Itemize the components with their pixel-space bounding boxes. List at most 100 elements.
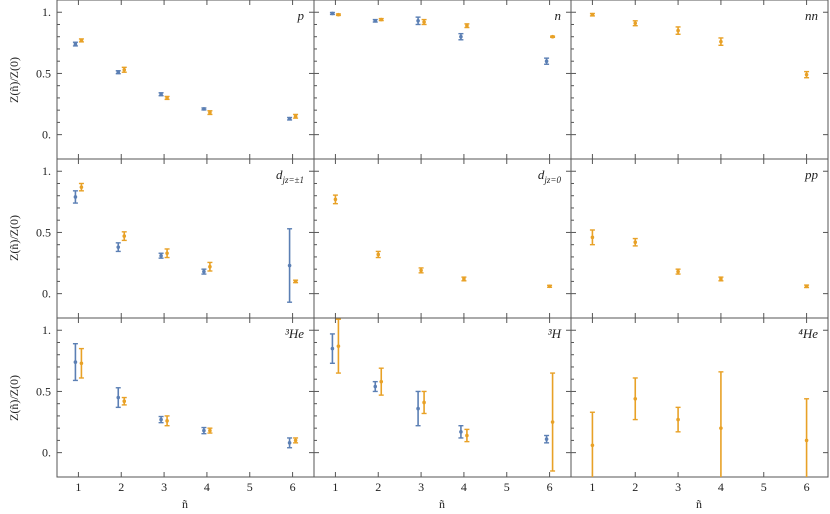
data-point-blue	[158, 415, 164, 424]
x-tick-label: 1	[75, 480, 81, 494]
data-point-orange	[464, 428, 470, 443]
data-point-orange	[632, 377, 638, 421]
ylabel-row-1: Z(ñ)/Z(0)	[7, 57, 21, 103]
xlabel-col-3: ñ	[696, 497, 702, 511]
panel-1: 0. 0.5 1. p	[36, 0, 315, 160]
panel-grid: 0.0.51. p n nn0.0.51. djz=±1 djz=0 pp0.0.51.1 2…	[36, 0, 829, 494]
axis-labels: Z(ñ)/Z(0) Z(ñ)/Z(0) Z(ñ)/Z(0) ñ ñ ñ	[7, 57, 702, 511]
data-point-orange	[378, 17, 384, 22]
panel-2: n	[313, 0, 572, 160]
panel-label: p	[297, 8, 305, 23]
series-group	[329, 318, 556, 472]
data-point-orange	[78, 182, 84, 192]
panel-label: ³H	[548, 326, 562, 341]
y-tick-label: 0.	[42, 128, 51, 142]
data-point-orange	[589, 229, 595, 246]
panel-9: 1 2 3 4 5 6 ⁴He	[570, 317, 829, 494]
data-point-blue	[415, 16, 421, 26]
data-point-orange	[632, 237, 638, 247]
data-point-blue	[329, 11, 335, 16]
xlabel-col-1: ñ	[182, 497, 188, 511]
data-point-blue	[72, 343, 78, 382]
ylabel-row-2: Z(ñ)/Z(0)	[7, 215, 21, 261]
panel-label: djz=0	[538, 167, 562, 185]
panel-7: 0. 0.5 1. 1 2 3 4 5 6 ³He	[36, 317, 315, 494]
panel-frame	[56, 158, 315, 319]
data-point-blue	[287, 437, 293, 449]
x-tick-label: 6	[804, 480, 810, 494]
panel-frame	[313, 0, 572, 160]
data-point-orange	[550, 34, 556, 39]
data-point-orange	[804, 284, 810, 289]
panel-8: 1 2 3 4 5 6 ³H	[313, 317, 572, 494]
panel-frame	[570, 158, 829, 319]
data-point-orange	[293, 437, 299, 444]
data-point-orange	[375, 250, 381, 259]
data-point-orange	[207, 261, 213, 272]
data-point-orange	[675, 268, 681, 275]
panel-label: ³He	[285, 326, 304, 341]
data-point-blue	[415, 390, 421, 427]
data-point-blue	[329, 333, 335, 364]
series-group	[332, 194, 553, 289]
series-group	[589, 229, 810, 289]
ylabel-row-3: Z(ñ)/Z(0)	[7, 375, 21, 421]
data-point-blue	[458, 32, 464, 41]
panel-frame	[313, 158, 572, 319]
y-tick-label: 1.	[42, 323, 51, 337]
y-tick-label: 0.5	[36, 66, 51, 80]
x-tick-label: 5	[504, 480, 510, 494]
series-group	[329, 11, 556, 65]
data-point-blue	[158, 252, 164, 259]
data-point-blue	[287, 116, 293, 121]
data-point-blue	[201, 268, 207, 275]
data-point-orange	[332, 194, 338, 205]
y-tick-label: 0.	[42, 287, 51, 301]
panel-5: djz=0	[313, 158, 572, 319]
data-point-blue	[115, 70, 121, 75]
data-point-orange	[164, 415, 170, 427]
series-group	[72, 182, 299, 303]
data-point-blue	[372, 18, 378, 23]
panel-4: 0. 0.5 1. djz=±1	[36, 158, 315, 319]
panel-label: nn	[805, 8, 818, 23]
data-point-orange	[121, 396, 127, 406]
panel-6: pp	[570, 158, 829, 319]
data-point-blue	[372, 380, 378, 393]
data-point-orange	[207, 110, 213, 116]
data-point-orange	[718, 276, 724, 282]
y-tick-label: 1.	[42, 5, 51, 19]
panel-frame	[56, 317, 315, 478]
x-tick-label: 2	[118, 480, 124, 494]
data-point-orange	[207, 427, 213, 434]
x-tick-label: 5	[761, 480, 767, 494]
data-point-orange	[718, 37, 724, 46]
data-point-blue	[158, 92, 164, 97]
data-point-orange	[293, 113, 299, 119]
panel-frame	[570, 317, 829, 478]
series-group	[589, 371, 810, 477]
data-point-orange	[378, 367, 384, 396]
data-point-orange	[164, 95, 170, 101]
y-tick-label: 1.	[42, 164, 51, 178]
data-point-blue	[201, 426, 207, 435]
data-point-blue	[201, 107, 207, 111]
data-point-blue	[72, 41, 78, 47]
data-point-orange	[632, 20, 638, 27]
x-tick-label: 3	[161, 480, 167, 494]
data-point-orange	[589, 12, 595, 17]
data-point-blue	[544, 434, 550, 444]
panel-label: djz=±1	[276, 167, 304, 185]
panel-frame	[313, 317, 572, 478]
data-point-blue	[287, 228, 293, 303]
panel-frame	[56, 0, 315, 160]
x-tick-label: 4	[204, 480, 210, 494]
data-point-blue	[544, 57, 550, 65]
data-point-orange	[718, 371, 724, 477]
data-point-orange	[335, 318, 341, 374]
x-tick-label: 1	[589, 480, 595, 494]
x-tick-label: 6	[547, 480, 553, 494]
xlabel-col-2: ñ	[439, 497, 445, 511]
data-point-orange	[464, 23, 470, 29]
